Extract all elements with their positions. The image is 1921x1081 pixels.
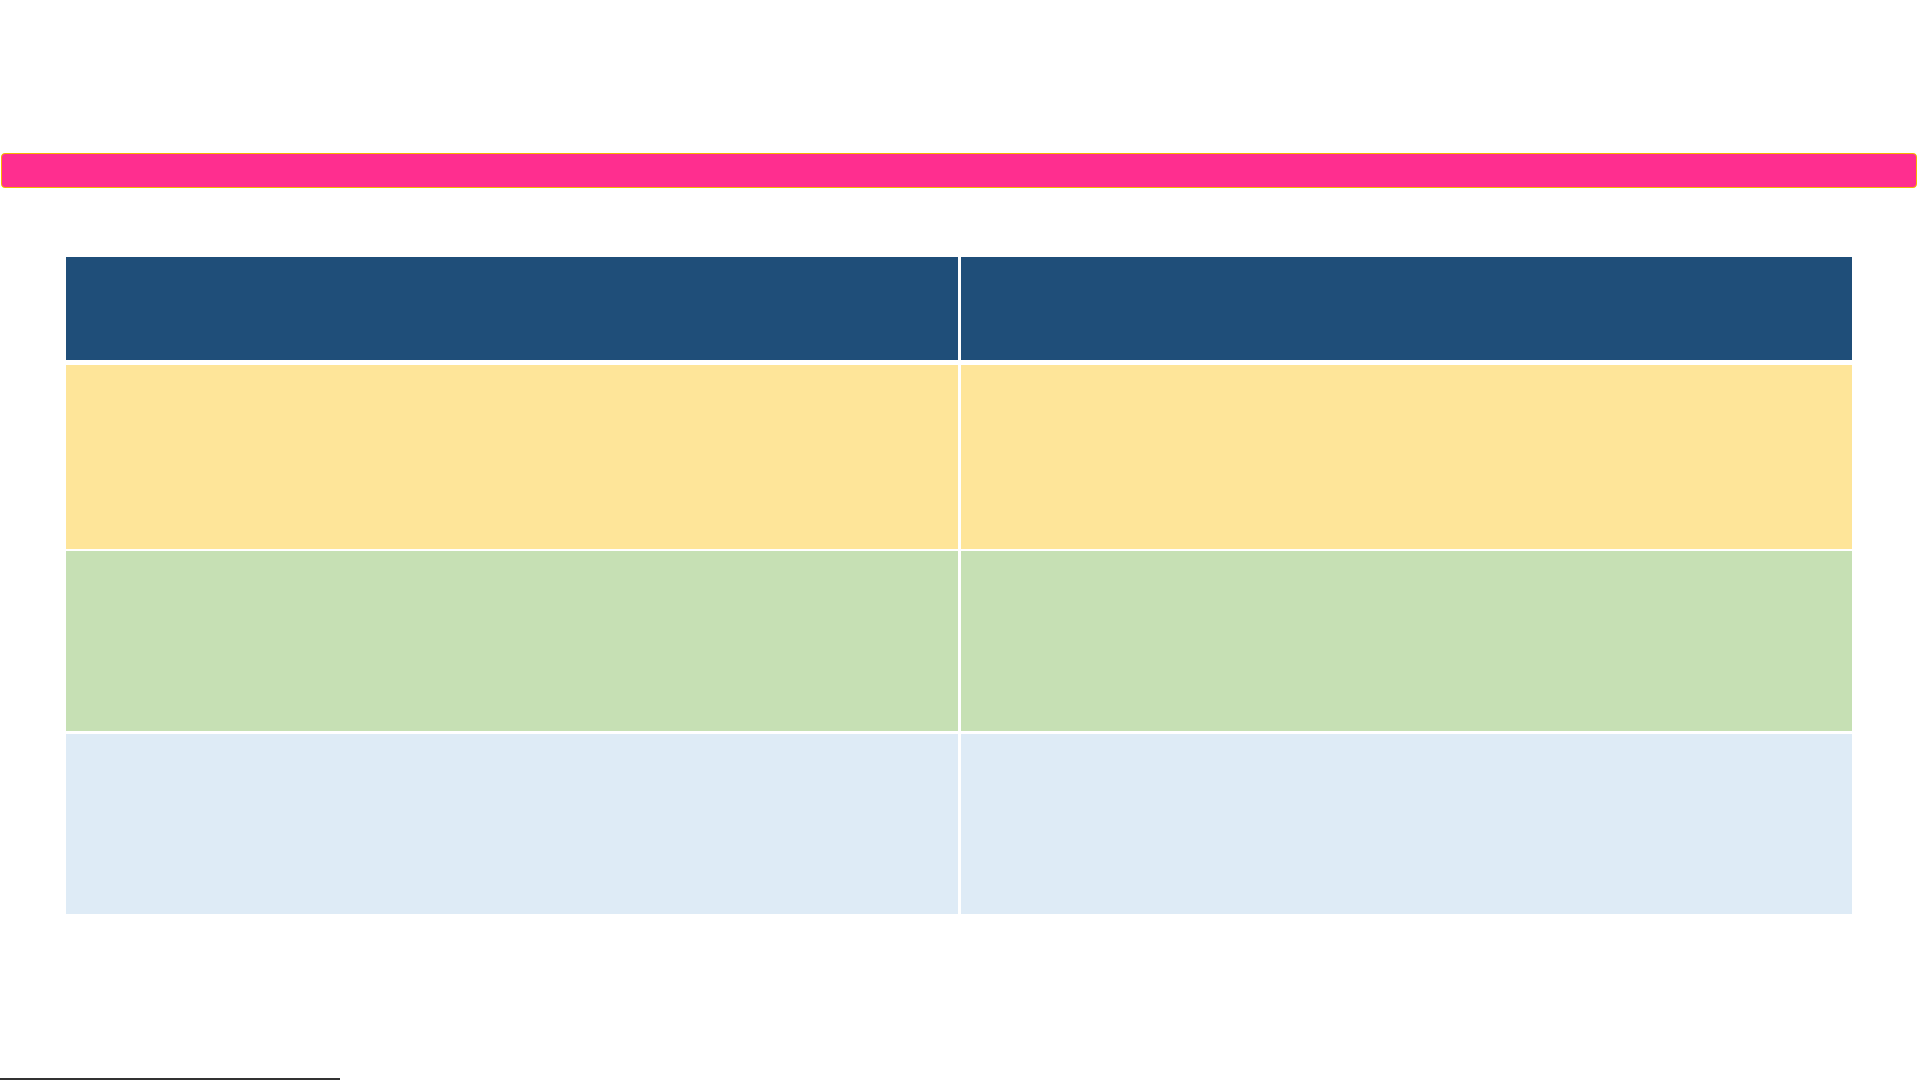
title-band [1,153,1917,188]
table-cell [66,551,958,731]
table-cell [961,734,1852,914]
table-cell [66,734,958,914]
table-cell [66,365,958,549]
table-cell [961,365,1852,549]
header-cell [66,257,958,360]
table-cell [961,551,1852,731]
footer-line [0,1078,340,1080]
header-cell [961,257,1852,360]
